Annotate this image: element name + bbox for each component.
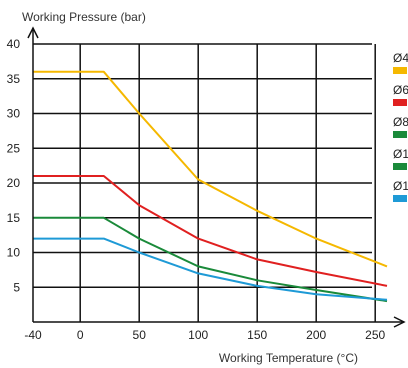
series-line-1 <box>33 70 388 268</box>
x-tick-label: 250 <box>365 328 385 342</box>
tick-labels: -40 0 50 100 150 200 250 5 10 15 20 25 30 35 40 <box>7 37 386 342</box>
x-tick-label: 100 <box>188 328 208 342</box>
x-tick-label: -40 <box>24 328 42 342</box>
x-axis-title: Working Temperature (°C) <box>219 351 358 365</box>
y-tick-label: 25 <box>7 141 21 155</box>
x-tick-label: 150 <box>247 328 267 342</box>
legend-label: Ø6 <box>393 83 408 97</box>
series-line-2 <box>33 175 388 287</box>
y-tick-label: 20 <box>7 176 21 190</box>
legend-swatch <box>393 67 407 74</box>
axes <box>27 26 406 328</box>
legend-swatch <box>393 131 407 138</box>
legend-label: Ø8 <box>393 115 408 129</box>
legend-label: Ø1 <box>393 147 408 161</box>
y-tick-label: 35 <box>7 72 21 86</box>
x-tick-label: 200 <box>306 328 326 342</box>
y-tick-label: 15 <box>7 211 21 225</box>
series-layer <box>33 70 388 303</box>
y-tick-label: 40 <box>7 37 21 51</box>
y-tick-label: 10 <box>7 246 21 260</box>
y-tick-label: 30 <box>7 107 21 121</box>
legend-swatch <box>393 163 407 170</box>
y-axis-title: Working Pressure (bar) <box>22 10 146 24</box>
x-tick-label: 50 <box>133 328 147 342</box>
y-axis-arrow <box>27 26 39 39</box>
legend-label: Ø1 <box>393 179 408 193</box>
legend-swatch <box>393 99 407 106</box>
x-tick-label: 0 <box>77 328 84 342</box>
y-tick-label: 5 <box>13 280 20 294</box>
grid <box>33 43 376 322</box>
legend: Ø4 Ø6 Ø8 Ø1 Ø1 <box>393 51 408 202</box>
legend-label: Ø4 <box>393 51 408 65</box>
x-axis-arrow <box>393 316 406 328</box>
series-line-5 <box>33 237 388 301</box>
series-line-3 <box>33 216 388 303</box>
legend-swatch <box>393 195 407 202</box>
